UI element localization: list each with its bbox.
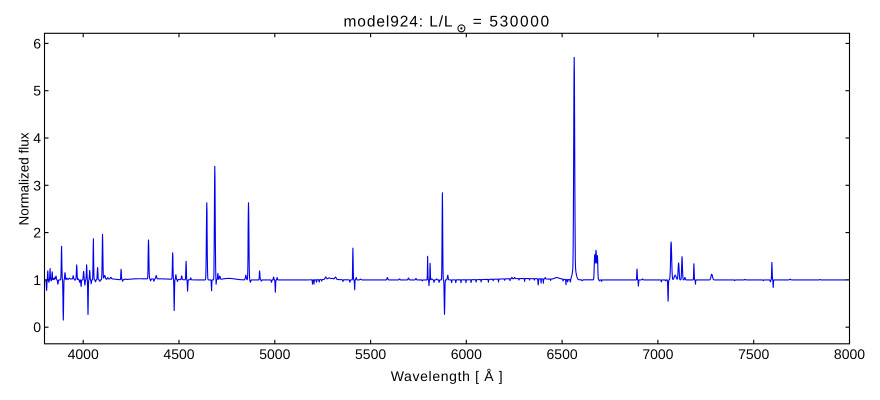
svg-text:Wavelength [ Å ]: Wavelength [ Å ]: [391, 368, 504, 384]
svg-text:4: 4: [33, 130, 41, 146]
svg-text:7000: 7000: [642, 346, 673, 362]
svg-text:6500: 6500: [547, 346, 578, 362]
svg-text:5500: 5500: [355, 346, 386, 362]
svg-text:4000: 4000: [68, 346, 99, 362]
svg-text:Normalized flux: Normalized flux: [17, 132, 32, 225]
svg-text:5: 5: [33, 83, 41, 99]
svg-text:6000: 6000: [451, 346, 482, 362]
svg-text:1: 1: [33, 272, 41, 288]
svg-text:= 530000: = 530000: [473, 13, 551, 30]
svg-text:5000: 5000: [259, 346, 290, 362]
svg-text:3: 3: [33, 177, 41, 193]
svg-text:model924: L/L: model924: L/L: [344, 13, 454, 30]
svg-text:8000: 8000: [834, 346, 865, 362]
svg-text:7500: 7500: [738, 346, 769, 362]
svg-text:6: 6: [33, 35, 41, 51]
svg-text:0: 0: [33, 319, 41, 335]
svg-text:2: 2: [33, 225, 41, 241]
svg-text:4500: 4500: [163, 346, 194, 362]
